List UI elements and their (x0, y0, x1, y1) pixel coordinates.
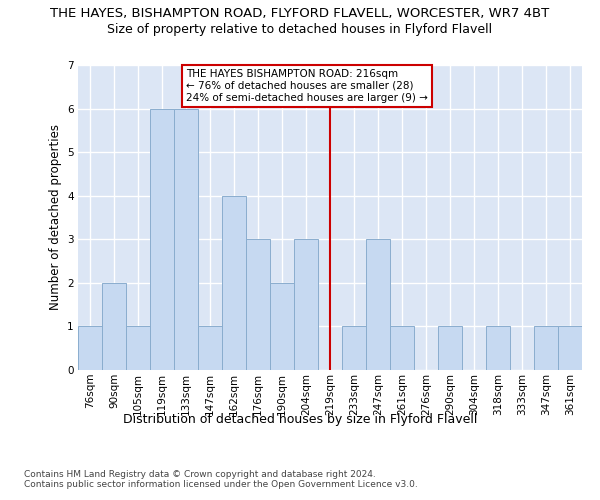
Text: THE HAYES BISHAMPTON ROAD: 216sqm
← 76% of detached houses are smaller (28)
24% : THE HAYES BISHAMPTON ROAD: 216sqm ← 76% … (186, 70, 428, 102)
Bar (342, 326, 366, 370)
Text: Contains HM Land Registry data © Crown copyright and database right 2024.
Contai: Contains HM Land Registry data © Crown c… (24, 470, 418, 490)
Bar (150, 108, 174, 370)
Y-axis label: Number of detached properties: Number of detached properties (49, 124, 62, 310)
Bar (126, 326, 150, 370)
Bar (558, 326, 582, 370)
Bar (78, 326, 102, 370)
Bar (222, 196, 246, 370)
Bar (102, 283, 126, 370)
Text: Size of property relative to detached houses in Flyford Flavell: Size of property relative to detached ho… (107, 22, 493, 36)
Bar (198, 326, 222, 370)
Bar (366, 240, 390, 370)
Bar (486, 326, 510, 370)
Text: Distribution of detached houses by size in Flyford Flavell: Distribution of detached houses by size … (123, 412, 477, 426)
Text: THE HAYES, BISHAMPTON ROAD, FLYFORD FLAVELL, WORCESTER, WR7 4BT: THE HAYES, BISHAMPTON ROAD, FLYFORD FLAV… (50, 8, 550, 20)
Bar (294, 240, 318, 370)
Bar (438, 326, 462, 370)
Bar (390, 326, 414, 370)
Bar (246, 240, 270, 370)
Bar (270, 283, 294, 370)
Bar (534, 326, 558, 370)
Bar (174, 108, 198, 370)
